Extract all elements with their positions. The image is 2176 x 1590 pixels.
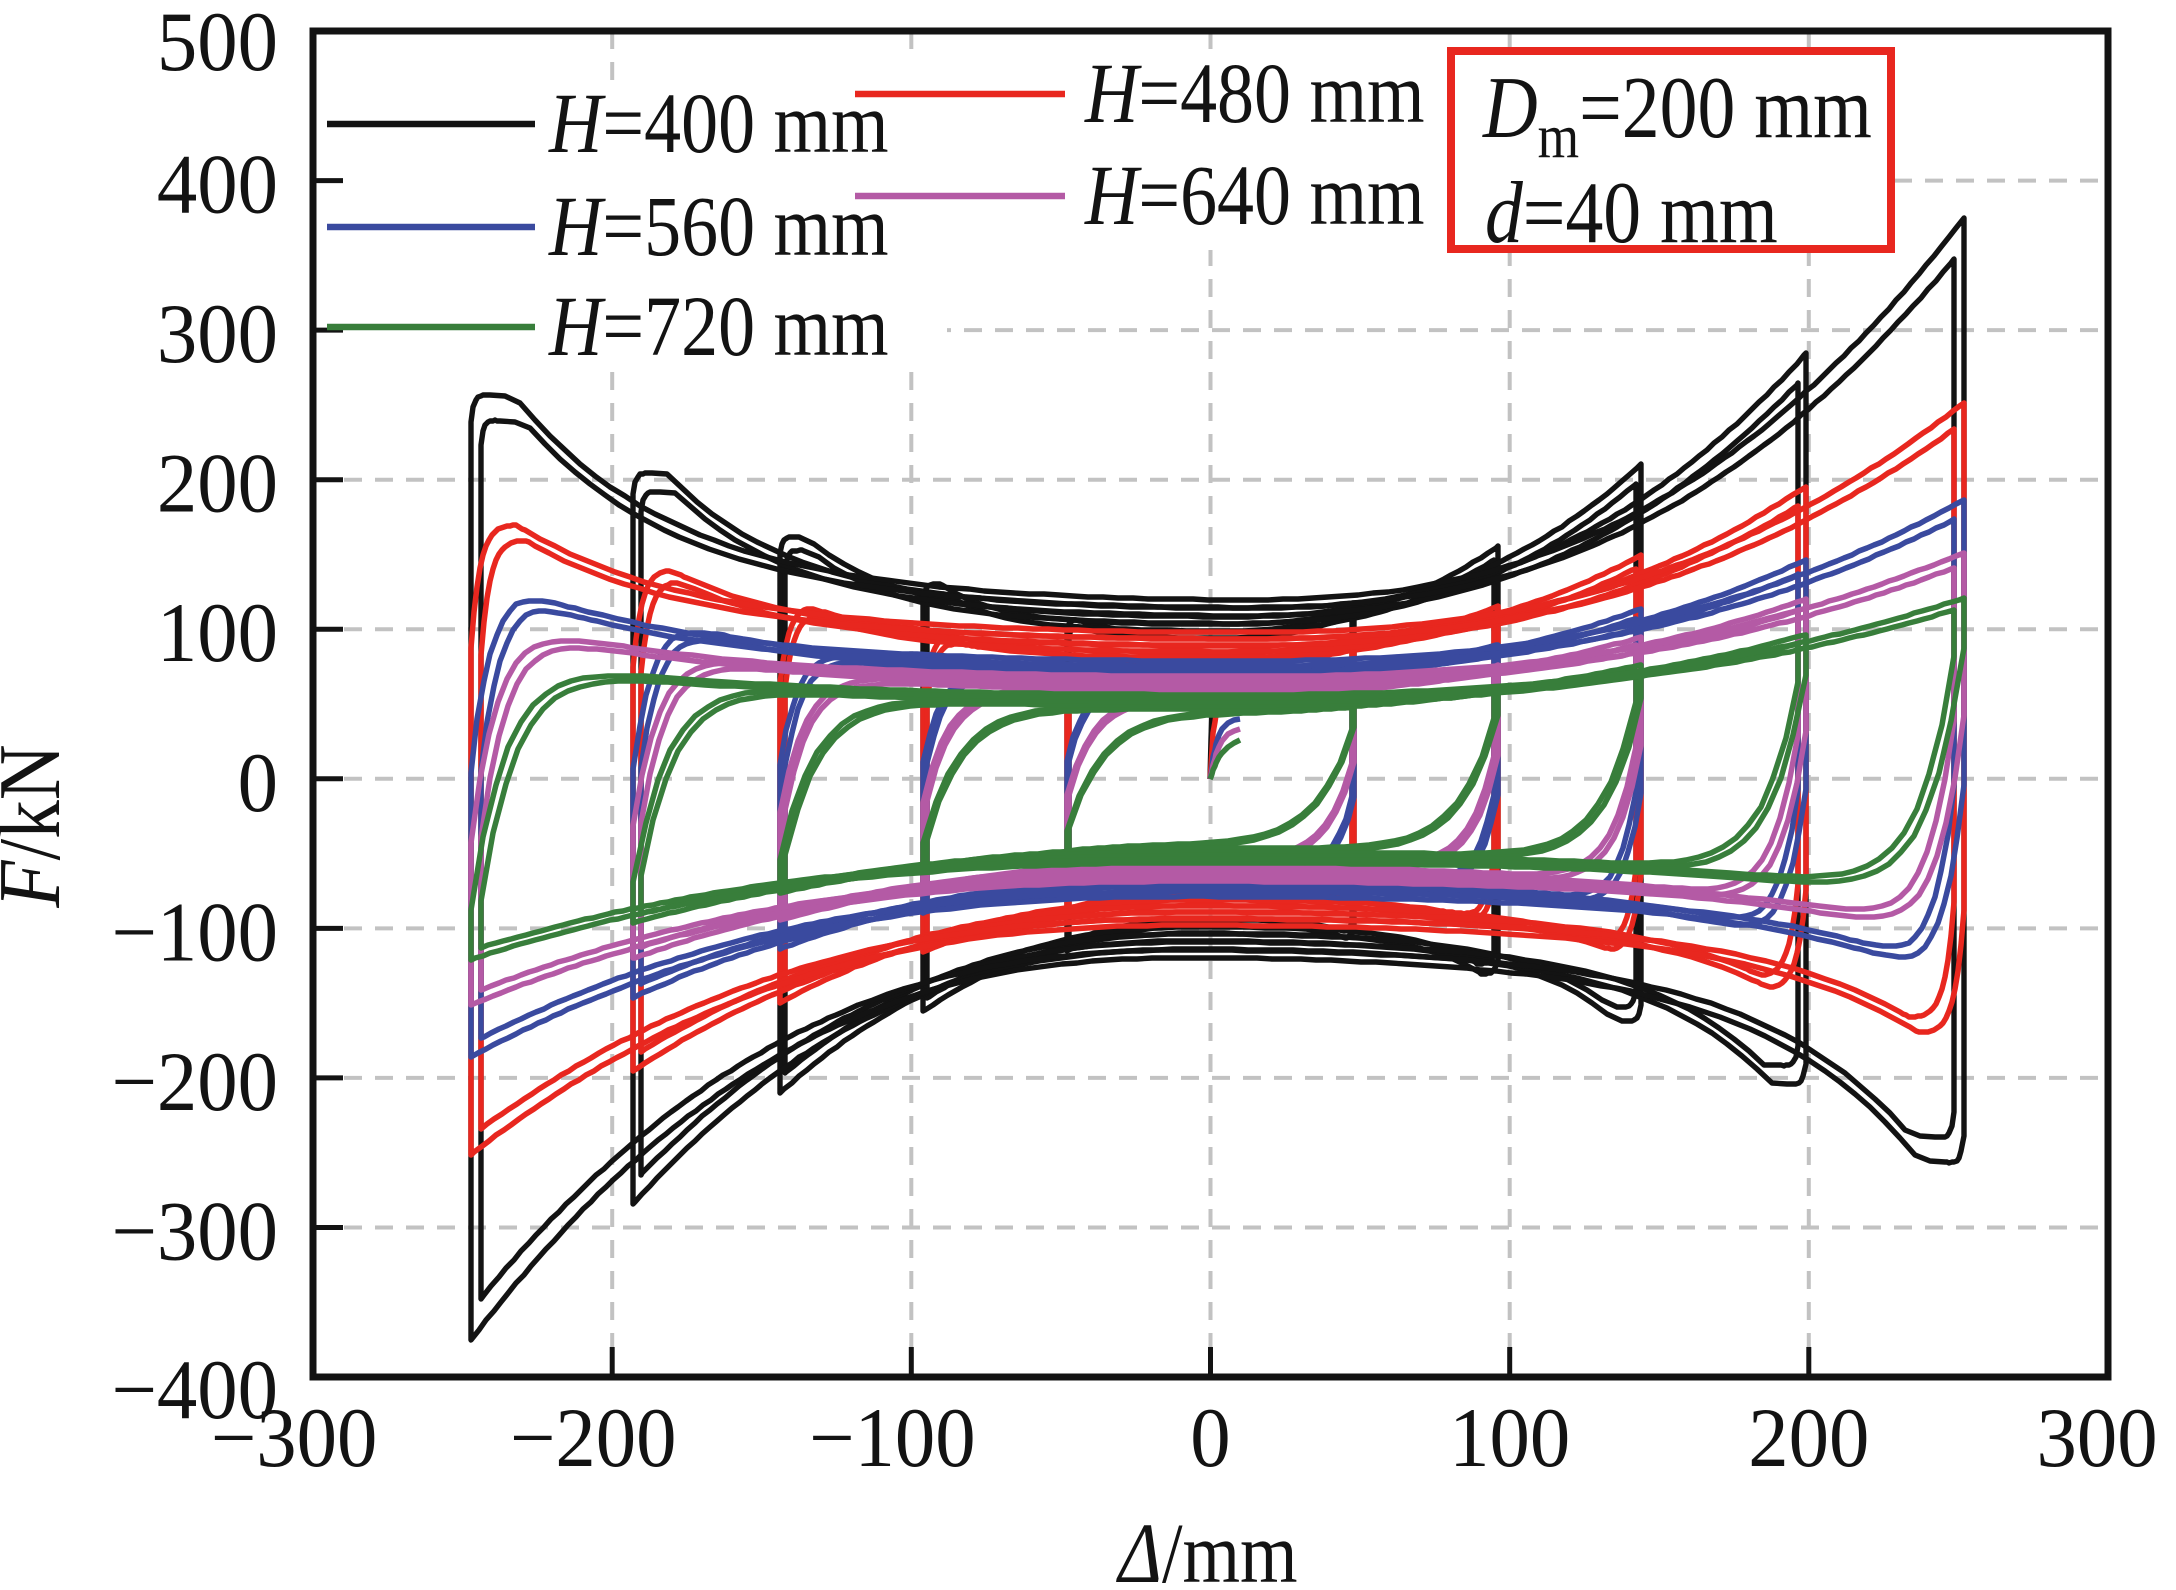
svg-text:300: 300 (157, 286, 278, 380)
svg-text:Dm=200 mm: Dm=200 mm (1482, 59, 1872, 171)
svg-text:F/kN: F/kN (0, 744, 78, 908)
svg-text:H=400 mm: H=400 mm (548, 77, 888, 171)
svg-text:0: 0 (1190, 1390, 1230, 1484)
svg-text:H=480 mm: H=480 mm (1084, 47, 1424, 141)
svg-text:200: 200 (157, 436, 278, 530)
svg-text:−100: −100 (111, 885, 278, 979)
svg-text:H=560 mm: H=560 mm (548, 180, 888, 274)
svg-text:−200: −200 (510, 1390, 677, 1484)
svg-text:d=40 mm: d=40 mm (1485, 164, 1778, 262)
svg-text:200: 200 (1748, 1390, 1869, 1484)
svg-text:500: 500 (157, 0, 278, 88)
svg-text:−300: −300 (211, 1390, 378, 1484)
svg-text:Δ/mm: Δ/mm (1116, 1507, 1298, 1585)
svg-text:H=720 mm: H=720 mm (548, 280, 888, 374)
svg-text:100: 100 (1449, 1390, 1570, 1484)
svg-text:400: 400 (157, 137, 278, 231)
svg-text:−400: −400 (111, 1342, 278, 1436)
svg-text:0: 0 (238, 735, 278, 829)
svg-text:−100: −100 (809, 1390, 976, 1484)
svg-text:300: 300 (2036, 1390, 2157, 1484)
svg-text:−300: −300 (111, 1184, 278, 1278)
svg-text:H=640 mm: H=640 mm (1084, 149, 1424, 243)
svg-text:−200: −200 (111, 1034, 278, 1128)
svg-text:100: 100 (157, 585, 278, 679)
